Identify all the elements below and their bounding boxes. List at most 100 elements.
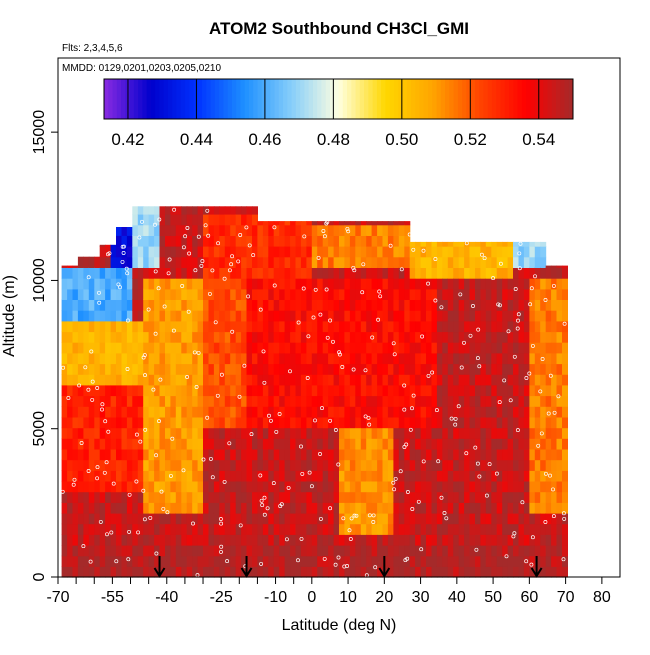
heatmap-cell — [246, 545, 253, 557]
heatmap-cell — [556, 545, 563, 557]
heatmap-cell — [290, 224, 297, 236]
heatmap-cell — [219, 352, 226, 365]
heatmap-cell — [426, 512, 432, 525]
heatmap-cell — [208, 331, 215, 343]
sample-point — [218, 517, 223, 521]
heatmap-cell — [480, 416, 487, 429]
heatmap-cell — [409, 534, 416, 546]
heatmap-cell — [273, 555, 280, 567]
heatmap-cell — [382, 438, 389, 450]
heatmap-cell — [246, 448, 253, 461]
sample-point — [392, 487, 397, 492]
heatmap-cell — [551, 278, 558, 290]
heatmap-cell — [496, 491, 503, 503]
sample-point — [105, 532, 109, 537]
heatmap-cell — [143, 555, 150, 567]
heatmap-cell — [328, 299, 335, 311]
heatmap-cell — [197, 246, 204, 258]
heatmap-cell — [523, 299, 530, 311]
heatmap-cell — [409, 288, 416, 300]
heatmap-cell — [355, 235, 362, 247]
heatmap-cell — [300, 534, 307, 546]
heatmap-cell — [360, 256, 367, 268]
heatmap-cell — [562, 267, 568, 279]
heatmap-cell — [165, 235, 171, 247]
heatmap-cell — [192, 224, 199, 236]
heatmap-cell — [507, 427, 514, 439]
heatmap-cell — [279, 221, 286, 226]
heatmap-cell — [306, 384, 313, 397]
heatmap-cell — [393, 310, 400, 322]
heatmap-cell — [529, 331, 536, 343]
heatmap-cell — [333, 480, 340, 493]
heatmap-cell — [252, 406, 258, 418]
heatmap-cell — [273, 523, 280, 535]
heatmap-cell — [230, 224, 237, 236]
heatmap-cell — [366, 235, 373, 247]
heatmap-cell — [328, 374, 335, 386]
heatmap-cell — [398, 310, 405, 322]
heatmap-cell — [398, 502, 405, 514]
heatmap-cell — [197, 427, 204, 439]
heatmap-cell — [61, 470, 68, 482]
heatmap-cell — [105, 459, 112, 471]
heatmap-cell — [121, 384, 128, 397]
heatmap-cell — [290, 288, 297, 300]
heatmap-cell — [317, 221, 324, 226]
heatmap-cell — [420, 448, 427, 461]
heatmap-cell — [137, 427, 144, 439]
heatmap-cell — [431, 310, 438, 322]
heatmap-cell — [72, 491, 79, 503]
heatmap-cell — [453, 438, 460, 450]
heatmap-cell — [322, 555, 329, 567]
heatmap-cell — [529, 256, 536, 268]
heatmap-cell — [72, 502, 79, 514]
sample-point — [194, 385, 199, 389]
heatmap-cell — [339, 448, 345, 461]
heatmap-cell — [241, 491, 248, 503]
sample-point — [405, 556, 410, 561]
heatmap-cell — [453, 288, 460, 300]
heatmap-cell — [371, 555, 378, 567]
heatmap-cell — [393, 448, 400, 461]
sample-point — [111, 481, 116, 486]
heatmap-cell — [409, 331, 416, 343]
heatmap-cell — [273, 406, 280, 418]
sample-point — [497, 400, 502, 405]
sample-point — [513, 287, 518, 291]
heatmap-cell — [447, 267, 454, 279]
heatmap-cell — [420, 288, 427, 300]
heatmap-cell — [94, 480, 101, 493]
heatmap-cell — [355, 438, 362, 450]
heatmap-cell — [491, 416, 498, 429]
sample-point — [475, 461, 480, 466]
heatmap-cell — [230, 278, 237, 290]
heatmap-cell — [213, 523, 220, 535]
x-tick-label: -10 — [264, 589, 287, 606]
heatmap-cell — [518, 310, 525, 322]
heatmap-cell — [241, 534, 248, 546]
sample-point — [181, 245, 186, 250]
heatmap-cell — [132, 299, 139, 311]
heatmap-cell — [420, 416, 427, 429]
heatmap-cell — [404, 288, 411, 300]
heatmap-cell — [453, 352, 460, 365]
heatmap-cell — [415, 480, 422, 493]
heatmap-cell — [110, 352, 117, 365]
heatmap-cell — [208, 235, 215, 247]
heatmap-cell — [507, 310, 514, 322]
heatmap-cell — [290, 384, 297, 397]
heatmap-cell — [551, 267, 558, 279]
heatmap-cell — [175, 278, 182, 290]
heatmap-cell — [469, 416, 476, 429]
heatmap-cell — [61, 545, 68, 557]
heatmap-cell — [475, 267, 481, 279]
heatmap-cell — [355, 566, 362, 578]
heatmap-cell — [219, 288, 226, 300]
heatmap-cell — [132, 395, 139, 407]
heatmap-cell — [464, 310, 471, 322]
heatmap-cell — [67, 438, 74, 450]
heatmap-cell — [393, 438, 400, 450]
heatmap-cell — [333, 427, 340, 439]
heatmap-cell — [545, 265, 552, 268]
